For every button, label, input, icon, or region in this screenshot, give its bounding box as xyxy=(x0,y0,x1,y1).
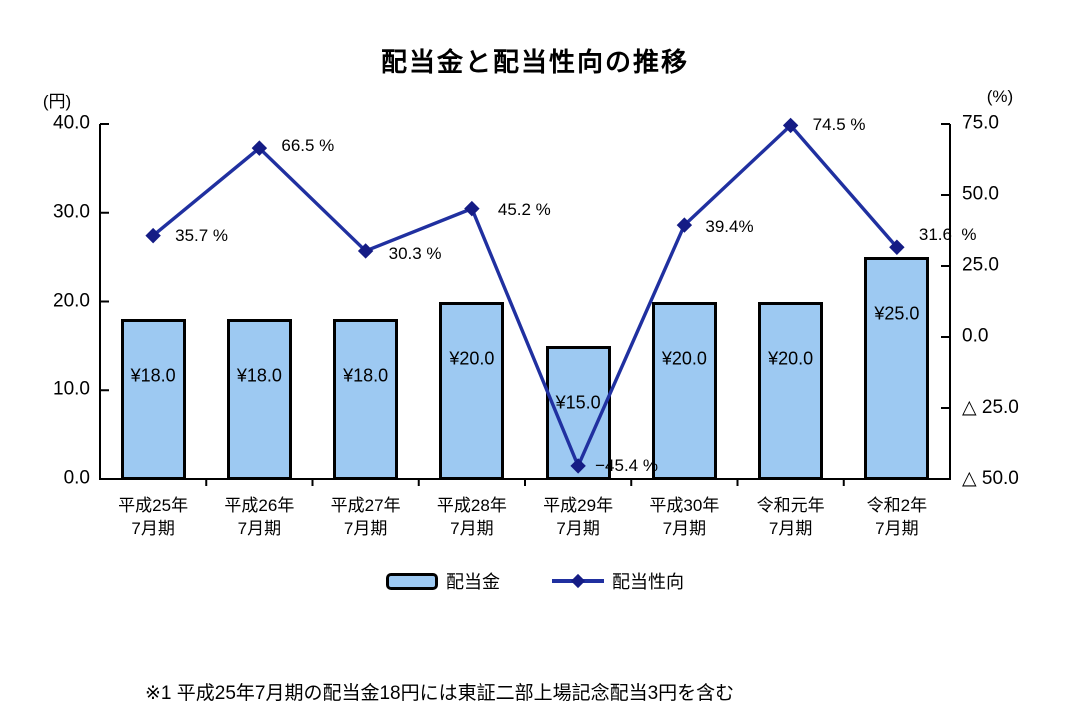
bar-value-label: ¥18.0 xyxy=(236,365,282,386)
payout-ratio-marker-icon xyxy=(889,239,905,255)
left-axis-tick-label: 30.0 xyxy=(53,201,90,223)
legend-label-dividend: 配当金 xyxy=(446,572,500,592)
left-axis-tick-label: 20.0 xyxy=(53,290,90,312)
bar-value-label: ¥25.0 xyxy=(874,303,920,324)
x-axis-category-label: 平成26年 7月期 xyxy=(224,494,294,540)
x-axis-category-label: 平成25年 7月期 xyxy=(118,494,188,540)
left-axis-tick-label: 10.0 xyxy=(53,378,90,400)
payout-ratio-line xyxy=(152,122,899,471)
footnote-1: ※1 平成25年7月期の配当金18円には東証二部上場記念配当3円を含む xyxy=(145,683,735,704)
payout-ratio-value-label: 35.7 % xyxy=(175,225,229,245)
bar-value-label: ¥18.0 xyxy=(343,365,389,386)
right-axis-tick-label: △ 50.0 xyxy=(962,468,1019,490)
payout-ratio-value-label: 66.5 % xyxy=(281,136,335,156)
x-axis-category-label: 令和元年 7月期 xyxy=(757,494,825,540)
payout-ratio-value-label: 31.6 % xyxy=(918,225,977,245)
x-axis-category-label: 平成28年 7月期 xyxy=(437,494,507,540)
x-axis-category-label: 平成30年 7月期 xyxy=(649,494,719,540)
legend-line-swatch-icon xyxy=(552,573,604,589)
payout-ratio-value-label: 45.2 % xyxy=(497,199,551,219)
right-axis-tick-label: 50.0 xyxy=(962,183,999,205)
axis-frame xyxy=(99,124,951,480)
x-axis-category-line: 平成25年 xyxy=(118,496,189,515)
payout-ratio-marker-icon xyxy=(145,227,161,244)
legend-bar-swatch-icon xyxy=(386,572,438,590)
left-axis-unit: (円) xyxy=(42,92,72,111)
legend-label-payout-ratio: 配当性向 xyxy=(612,572,684,592)
x-axis-category-line: 平成28年 xyxy=(436,496,507,515)
left-axis-tick-label: 0.0 xyxy=(63,467,90,489)
x-axis-category-label: 令和2年 7月期 xyxy=(867,494,927,540)
payout-ratio-marker-icon xyxy=(570,458,586,474)
bar-value-label: ¥18.0 xyxy=(130,365,176,386)
payout-ratio-value-label: 30.3 % xyxy=(388,243,442,263)
payout-ratio-marker-icon xyxy=(676,217,693,233)
legend: 配当金 配当性向 xyxy=(0,567,1070,595)
bar-value-label: ¥15.0 xyxy=(555,392,601,413)
payout-ratio-value-label: 74.5 % xyxy=(812,115,866,135)
chart-title: 配当金と配当性向の推移 xyxy=(380,47,689,77)
right-axis-unit: (%) xyxy=(986,87,1014,106)
x-axis-category-line: 平成27年 xyxy=(330,496,401,515)
x-axis-category-line: 平成29年 xyxy=(543,496,614,515)
right-axis-tick-label: △ 25.0 xyxy=(962,397,1019,419)
x-axis-category-line: 7月期 xyxy=(131,519,175,538)
x-axis-category-label: 平成27年 7月期 xyxy=(331,494,401,540)
payout-ratio-value-label: 39.4% xyxy=(705,217,754,237)
dividend-bar xyxy=(651,301,717,480)
bar-value-label: ¥20.0 xyxy=(661,348,707,368)
payout-ratio-value-label: −45.4 % xyxy=(595,455,658,475)
x-axis-category-line: 7月期 xyxy=(343,519,388,538)
x-axis-category-line: 平成26年 xyxy=(224,496,295,515)
left-axis-tick-label: 40.0 xyxy=(53,112,90,134)
right-axis-tick-label: 25.0 xyxy=(962,254,999,276)
x-axis-category-line: 7月期 xyxy=(556,519,600,538)
payout-ratio-marker-icon xyxy=(357,243,374,259)
payout-ratio-marker-icon xyxy=(782,117,799,134)
payout-ratio-marker-icon xyxy=(251,140,268,156)
bar-value-label: ¥20.0 xyxy=(768,348,814,368)
dividend-bar xyxy=(758,301,824,480)
dividend-bar xyxy=(226,319,292,480)
x-axis-category-line: 7月期 xyxy=(450,519,494,538)
x-axis-category-label: 平成29年 7月期 xyxy=(543,494,613,540)
payout-ratio-marker-icon xyxy=(464,200,480,217)
x-axis-category-line: 7月期 xyxy=(768,519,813,538)
right-axis-tick-label: 75.0 xyxy=(962,112,999,134)
x-axis-category-line: 平成30年 xyxy=(649,496,720,515)
right-axis-tick-label: 0.0 xyxy=(962,325,989,347)
x-axis-category-line: 7月期 xyxy=(237,519,282,538)
legend-diamond-marker-icon xyxy=(570,573,586,589)
x-axis-category-line: 7月期 xyxy=(875,519,919,538)
x-axis-category-line: 令和2年 xyxy=(866,496,928,515)
x-axis-category-line: 7月期 xyxy=(662,519,707,538)
dividend-bar xyxy=(333,319,399,480)
footnotes: ※1 平成25年7月期の配当金18円には東証二部上場記念配当3円を含む ※2 平… xyxy=(145,631,734,714)
dividend-bar xyxy=(439,301,505,480)
bar-value-label: ¥20.0 xyxy=(449,348,495,368)
x-axis-category-line: 令和元年 xyxy=(756,496,825,515)
